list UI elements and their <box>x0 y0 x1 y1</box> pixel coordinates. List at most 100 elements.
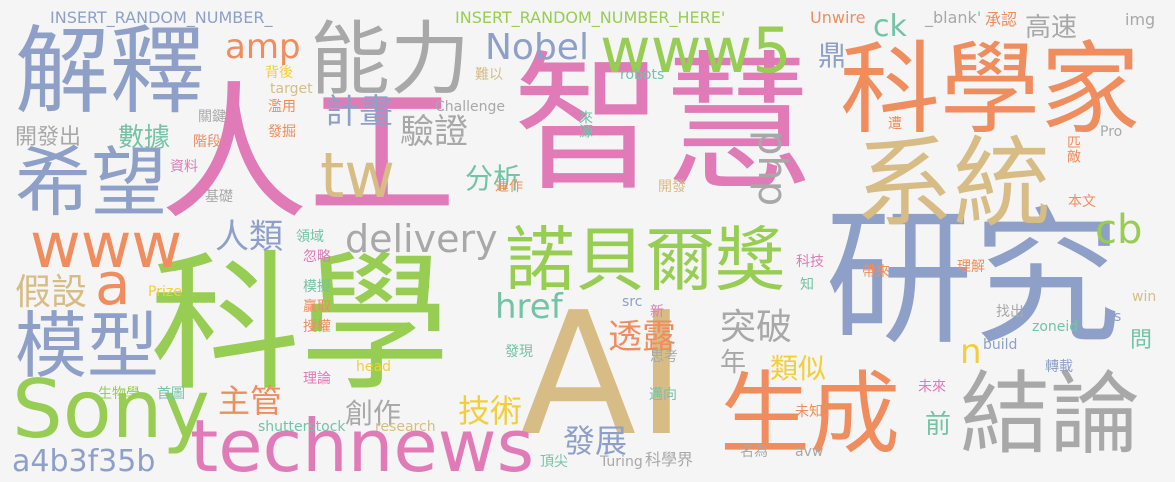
word-cloud-word: 科學家 <box>840 31 1140 148</box>
word-cloud-word: 發展 <box>563 422 628 460</box>
word-cloud-word: Unwire <box>810 8 866 27</box>
word-cloud-word: 技術 <box>458 392 523 430</box>
word-cloud-word: 未知 <box>795 404 823 420</box>
word-cloud-word: href <box>495 287 563 327</box>
word-cloud-word: 開發出 <box>15 125 82 150</box>
word-cloud-word: 新 <box>650 304 664 320</box>
word-cloud-word: Sony <box>12 363 210 456</box>
word-cloud-word: 首圖 <box>157 386 185 402</box>
word-cloud-word: 模擬 <box>303 279 331 295</box>
word-cloud-word: 難以 <box>475 67 503 83</box>
word-cloud-word: 透露 <box>608 317 676 357</box>
word-cloud-word: 問 <box>1130 328 1153 353</box>
word-cloud-word: img <box>1125 10 1156 29</box>
word-cloud-word: Prize <box>148 284 182 300</box>
word-cloud-word: 理解 <box>957 259 985 275</box>
word-cloud-word: a4b3f35b <box>12 444 156 479</box>
word-cloud-word: 突破 <box>720 307 793 348</box>
word-cloud-word: 科技 <box>796 254 824 270</box>
word-cloud-word: 生成 <box>720 362 900 467</box>
word-cloud-word: 邁向 <box>649 387 677 403</box>
word-cloud-word: 假設 <box>15 272 88 313</box>
word-cloud-word: 計畫 <box>325 92 393 132</box>
word-cloud-word: cb <box>1095 207 1143 253</box>
word-cloud-word: shutterstock <box>258 419 346 435</box>
word-cloud-word: 階段 <box>193 134 221 150</box>
word-cloud-word: robots <box>620 67 665 83</box>
word-cloud-word: 科學 <box>150 238 451 412</box>
word-cloud-word: 希望 <box>15 138 167 227</box>
word-cloud-word: 背後 <box>265 65 293 81</box>
word-cloud-word: 能力 <box>310 13 470 106</box>
word-cloud-word: _blank' <box>925 8 982 27</box>
word-cloud-word: 資料 <box>170 159 198 175</box>
word-cloud-word: 人類 <box>215 217 283 257</box>
word-cloud-word: 名為 <box>740 444 768 460</box>
word-cloud-word: 模型 <box>15 304 160 388</box>
word-cloud-word: 本文 <box>1068 194 1096 210</box>
word-cloud-word: 未來 <box>918 379 946 395</box>
word-cloud-word: 濫用 <box>268 99 296 115</box>
word-cloud-word: 贏取 <box>303 299 331 315</box>
word-cloud-word: 發現 <box>505 344 533 360</box>
word-cloud-word: avw <box>795 444 824 460</box>
word-cloud-word: tw <box>320 139 396 212</box>
word-cloud-word: php <box>749 130 795 207</box>
word-cloud-word: INSERT_RANDOM_NUMBER_ <box>50 8 273 27</box>
word-cloud-word: 發掘 <box>268 124 296 140</box>
word-cloud-word: 分析 <box>465 162 522 195</box>
word-cloud-word: 驗證 <box>400 112 468 152</box>
word-cloud-word: 匹敵 <box>1065 135 1081 163</box>
word-cloud-word: research <box>375 419 436 435</box>
word-cloud-word: 思考 <box>650 349 678 365</box>
word-cloud-word: 理論 <box>303 371 331 387</box>
word-cloud-word: 授權 <box>303 319 331 335</box>
word-cloud-word: technews <box>190 404 535 482</box>
word-cloud-word: s <box>1114 309 1122 325</box>
word-cloud-word: 基礎 <box>205 189 233 205</box>
word-cloud-word: src <box>622 294 643 310</box>
word-cloud-word: 研究 <box>825 193 1121 365</box>
word-cloud-word: www5 <box>600 14 792 87</box>
word-cloud-word: 承認 <box>985 10 1018 29</box>
word-cloud-word: 數據 <box>118 123 171 153</box>
word-cloud-word: target <box>270 81 313 97</box>
word-cloud-word: Challenge <box>435 99 505 115</box>
word-cloud-word: 運作 <box>495 179 523 195</box>
word-cloud-word: 科學界 <box>645 450 694 469</box>
word-cloud-word: Turing <box>600 454 643 470</box>
word-cloud-word: 結論 <box>960 362 1140 467</box>
word-cloud-word: 生物學 <box>98 386 140 402</box>
word-cloud-word: 找出 <box>996 304 1024 320</box>
word-cloud-word: n <box>960 332 982 372</box>
word-cloud-word: 智慧 <box>513 38 814 212</box>
word-cloud-word: head <box>356 359 391 375</box>
word-cloud-word: 解釋 <box>15 17 206 127</box>
word-cloud-word: 關鍵 <box>198 109 226 125</box>
word-cloud-word: 人工 <box>160 68 456 240</box>
word-cloud-word: 轉載 <box>1045 359 1073 375</box>
word-cloud-word: amp <box>225 27 301 67</box>
word-cloud-word: 前 <box>925 410 952 440</box>
word-cloud-word: 來源 <box>577 110 593 138</box>
word-cloud-word: 忽略 <box>303 249 331 265</box>
word-cloud-word: ck <box>873 9 907 44</box>
word-cloud-word: 類似 <box>770 352 827 385</box>
word-cloud-word: 系統 <box>855 127 1052 241</box>
word-cloud-word: 知 <box>800 277 814 293</box>
word-cloud-word: 鼎 <box>818 39 847 72</box>
word-cloud-word: 諾貝爾獎 <box>505 219 785 301</box>
word-cloud-word: www <box>30 209 183 282</box>
word-cloud-word: 高速 <box>1025 13 1078 43</box>
word-cloud-word: 創作 <box>345 397 402 430</box>
word-cloud-word: zoneid <box>1032 319 1079 335</box>
word-cloud-word: Pro <box>1100 124 1123 140</box>
word-cloud-word: 年 <box>720 348 747 378</box>
word-cloud-word: 開發 <box>658 179 686 195</box>
word-cloud-word: 遭 <box>888 116 902 132</box>
word-cloud-word: a <box>95 250 131 318</box>
word-cloud-word: 頂尖 <box>540 454 568 470</box>
word-cloud-word: 主管 <box>218 382 283 420</box>
word-cloud-word: Nobel <box>485 27 589 68</box>
